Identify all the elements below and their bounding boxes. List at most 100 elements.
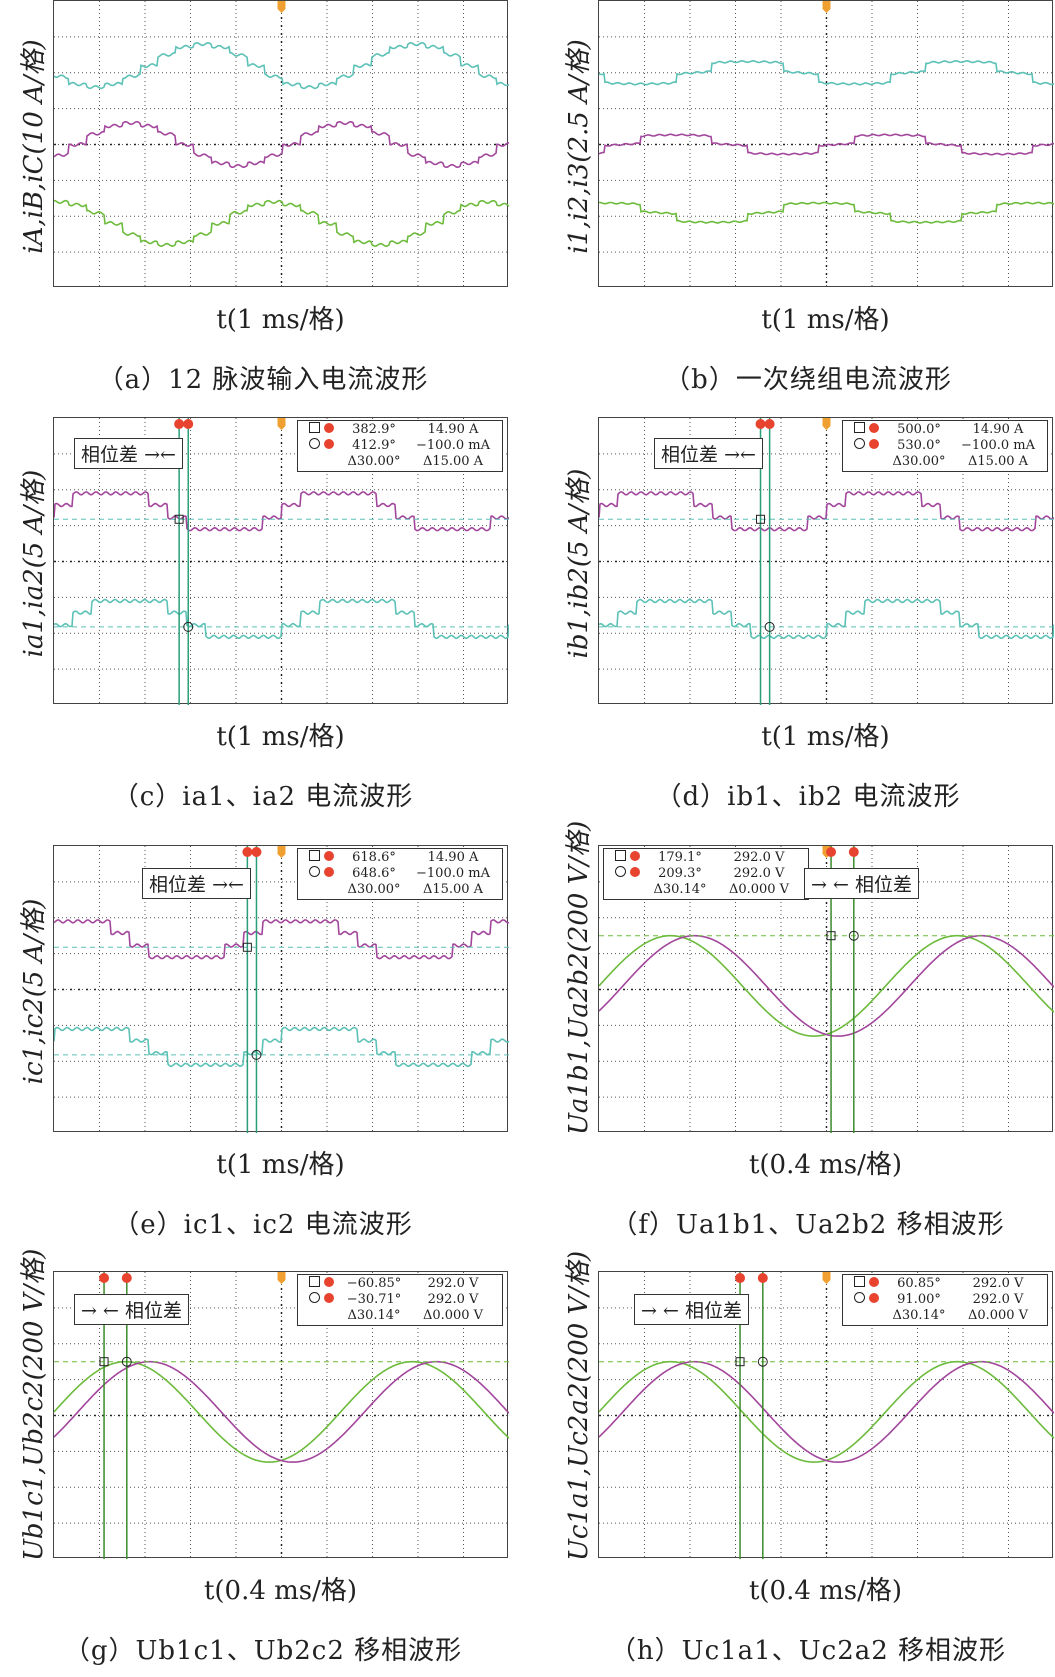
y-axis-label: Ua1b1,Ua2b2(200 V/格): [563, 820, 594, 1135]
cursor-delta-y: Δ15.00 A: [967, 454, 1029, 469]
cursor-a-icon: [304, 850, 338, 866]
scope-panel-h: 60.85° 292.0 V 91.00° 292.0 V Δ30.14° Δ0.00…: [598, 1271, 1054, 1559]
cursor-tag-a[interactable]: [755, 419, 766, 429]
trigger-marker-icon: [822, 418, 831, 430]
cursor-tag-b[interactable]: [251, 847, 262, 857]
phase-text: 相位差: [854, 874, 912, 896]
arrow-left-icon: ←: [662, 1300, 679, 1322]
cursor-a-square-marker: [242, 942, 252, 952]
trace-magenta: [54, 491, 509, 532]
cursor-a-square-marker: [735, 1357, 745, 1367]
cursor-b-circle-marker: [121, 1356, 132, 1367]
panel-caption: （a）12 脉波输入电流波形: [97, 365, 429, 395]
scope-panel-a: [53, 0, 509, 288]
cursor-readout: −60.85° 292.0 V −30.71° 292.0 V Δ30.14° Δ0.…: [297, 1274, 503, 1326]
cursor-tag-b[interactable]: [121, 1273, 132, 1283]
phase-text: 相位差: [81, 444, 139, 466]
plot-area: [54, 1, 509, 288]
cursor-delta-y: Δ0.000 V: [728, 882, 790, 897]
trigger-marker-icon: [822, 1272, 831, 1284]
cursor-b-x: 530.0°: [897, 438, 941, 453]
scope-panel-g: −60.85° 292.0 V −30.71° 292.0 V Δ30.14° Δ0.…: [53, 1271, 509, 1559]
phase-difference-label: → ← 相位差: [634, 1294, 749, 1325]
cursor-tag-b[interactable]: [183, 419, 194, 429]
cursor-tag-a[interactable]: [174, 419, 185, 429]
cursor-tag-b[interactable]: [764, 419, 775, 429]
cursor-a-square-marker: [756, 514, 766, 524]
cursor-readout: 179.1° 292.0 V 209.3° 292.0 V Δ30.14° Δ0.00…: [603, 848, 809, 900]
arrow-right-icon: →: [81, 1300, 97, 1322]
scope-panel-f: 179.1° 292.0 V 209.3° 292.0 V Δ30.14° Δ0.00…: [598, 845, 1054, 1133]
phase-difference-label: 相位差 →←: [142, 868, 251, 899]
plot-area: [599, 418, 1054, 705]
cursor-delta-y: Δ15.00 A: [422, 454, 484, 469]
cursor-a-icon: [304, 1276, 338, 1292]
cursor-b-y: −100.0 mA: [416, 438, 490, 453]
cursor-delta-x: Δ30.14°: [347, 1308, 401, 1323]
plot-area: [54, 418, 509, 705]
scope-panel-b: [598, 0, 1054, 288]
scope-panel-d: 500.0° 14.90 A 530.0° −100.0 mA Δ30.00° Δ15…: [598, 417, 1054, 705]
cursor-tag-b[interactable]: [848, 847, 859, 857]
cursor-delta-x: Δ30.00°: [347, 882, 401, 897]
trace-green: [54, 199, 509, 248]
cursor-a-x: 500.0°: [897, 422, 941, 437]
cursor-a-icon: [610, 850, 644, 866]
arrow-right-icon: →: [641, 1300, 657, 1322]
cursor-tag-a[interactable]: [826, 847, 837, 857]
cursor-b-circle-marker: [757, 1356, 768, 1367]
arrow-right-icon: →: [144, 444, 160, 466]
phase-difference-label: → ← 相位差: [804, 868, 919, 899]
trace-magenta: [54, 120, 509, 168]
panel-caption: （h）Uc1a1、Uc2a2 移相波形: [609, 1636, 1007, 1666]
trace-cyan: [599, 598, 1054, 640]
cursor-delta-x: Δ30.00°: [347, 454, 401, 469]
x-axis-label: t(1 ms/格): [216, 722, 345, 752]
cursor-a-y: 292.0 V: [972, 1276, 1024, 1291]
cursor-b-circle-marker: [848, 930, 859, 941]
arrow-left-icon: ←: [159, 444, 176, 466]
cursor-delta-y: Δ15.00 A: [422, 882, 484, 897]
trace-magenta: [599, 133, 1054, 156]
cursor-b-y: 292.0 V: [427, 1292, 479, 1307]
panel-caption: （d）ib1、ib2 电流波形: [655, 782, 961, 812]
cursor-a-icon: [304, 422, 338, 438]
cursor-delta-y: Δ0.000 V: [422, 1308, 484, 1323]
trigger-marker-icon: [277, 1, 286, 13]
cursor-b-circle-marker: [764, 621, 775, 632]
cursor-a-square-marker: [826, 931, 836, 941]
cursor-tag-a[interactable]: [99, 1273, 110, 1283]
trigger-marker-icon: [822, 1, 831, 13]
cursor-b-icon: [304, 866, 338, 882]
cursor-a-y: 292.0 V: [733, 850, 785, 865]
trace-cyan: [54, 41, 509, 90]
arrow-left-icon: ←: [102, 1300, 119, 1322]
cursor-b-y: −100.0 mA: [961, 438, 1035, 453]
cursor-b-y: −100.0 mA: [416, 866, 490, 881]
y-axis-label: ic1,ic2(5 A/格): [18, 898, 49, 1084]
phase-text: 相位差: [684, 1300, 742, 1322]
cursor-b-x: −30.71°: [346, 1292, 402, 1307]
phase-difference-label: 相位差 →←: [654, 438, 763, 469]
arrow-left-icon: ←: [227, 874, 244, 896]
cursor-readout: 500.0° 14.90 A 530.0° −100.0 mA Δ30.00° Δ15…: [842, 420, 1048, 472]
cursor-tag-a[interactable]: [735, 1273, 746, 1283]
x-axis-label: t(1 ms/格): [761, 305, 890, 335]
cursor-readout: 382.9° 14.90 A 412.9° −100.0 mA Δ30.00° Δ15…: [297, 420, 503, 472]
cursor-readout: 618.6° 14.90 A 648.6° −100.0 mA Δ30.00° Δ15…: [297, 848, 503, 900]
y-axis-label: Uc1a1,Uc2a2(200 V/格): [563, 1250, 594, 1561]
trace-cyan: [54, 598, 509, 640]
cursor-tag-a[interactable]: [242, 847, 253, 857]
y-axis-label: Ub1c1,Ub2c2(200 V/格): [18, 1248, 49, 1561]
scope-panel-e: 618.6° 14.90 A 648.6° −100.0 mA Δ30.00° Δ15…: [53, 845, 509, 1133]
trace-green: [599, 201, 1054, 224]
cursor-b-icon: [610, 866, 644, 882]
panel-caption: （c）ia1、ia2 电流波形: [112, 782, 414, 812]
y-axis-label: i1,i2,i3(2.5 A/格): [563, 38, 594, 254]
cursor-delta-x: Δ30.14°: [653, 882, 707, 897]
panel-caption: （f）Ua1b1、Ua2b2 移相波形: [611, 1210, 1005, 1240]
x-axis-label: t(0.4 ms/格): [748, 1576, 903, 1606]
phase-text: 相位差: [149, 874, 207, 896]
cursor-b-x: 209.3°: [658, 866, 702, 881]
cursor-tag-b[interactable]: [757, 1273, 768, 1283]
